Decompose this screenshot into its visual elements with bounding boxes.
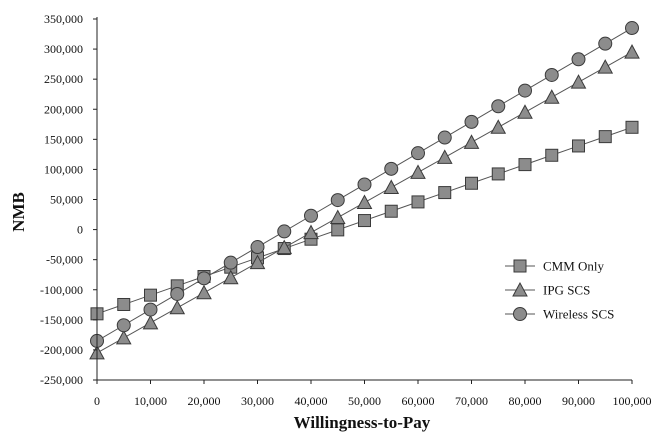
data-point [331,223,345,237]
legend-label: Wireless SCS [543,307,614,322]
data-point [571,52,586,67]
data-point [490,119,507,134]
y-axis-title: NMB [9,192,28,232]
y-tick-label: 350,000 [44,12,83,26]
x-tick-label: 90,000 [562,394,595,408]
x-tick-label: 100,000 [613,394,652,408]
data-point [625,21,639,36]
y-tick-label: 100,000 [44,162,83,176]
y-tick-label: 50,000 [50,193,83,207]
data-point [625,120,639,134]
legend-label: CMM Only [543,259,605,274]
y-tick-label: 250,000 [44,72,83,86]
data-point [518,158,532,172]
data-point [222,269,239,285]
data-point [570,74,587,89]
y-tick-label: -200,000 [40,343,83,357]
data-point [303,224,319,240]
data-point [465,176,478,190]
data-point [143,302,158,317]
x-tick-label: 80,000 [509,394,542,408]
series-layer [89,21,640,360]
data-point [518,83,532,98]
data-point [249,254,266,270]
y-tick-label: -250,000 [40,373,83,387]
data-point [196,284,212,300]
data-point [411,195,425,209]
data-point [491,167,505,181]
x-tick-label: 40,000 [295,394,328,408]
data-point [329,209,346,225]
data-point [491,99,506,114]
data-point [598,130,612,144]
x-tick-label: 30,000 [241,394,274,408]
y-tick-label: -150,000 [40,313,83,327]
data-point [572,139,585,153]
data-point [276,239,293,255]
data-point [436,149,453,164]
x-axis-title: Willingness-to-Pay [294,413,431,432]
data-point [437,130,452,145]
data-point [250,240,265,255]
data-point [116,318,131,333]
data-point [598,36,613,51]
x-tick-label: 60,000 [402,394,435,408]
y-tick-label: -100,000 [40,283,83,297]
legend-label: IPG SCS [543,283,590,298]
data-point [544,67,559,82]
data-point [144,288,157,302]
data-point [545,148,559,162]
legend-marker [513,307,527,321]
data-point [277,224,292,239]
y-tick-label: 200,000 [44,102,83,116]
legend-marker [512,281,528,297]
data-point [169,299,186,315]
series-triangle [89,44,640,360]
x-tick-label: 10,000 [134,394,167,408]
data-point [304,208,318,223]
data-point [197,271,211,286]
data-point [543,89,560,104]
series-circle [90,21,639,348]
y-tick-label: 0 [77,223,83,237]
legend: CMM Only IPG SCS Wireless SCS [505,259,614,322]
data-point [438,186,452,200]
data-point [142,314,159,330]
data-point [358,214,371,228]
data-point [356,194,373,210]
data-point [357,177,372,192]
data-point [517,104,533,119]
data-point [410,164,426,179]
data-point [463,134,480,149]
data-point [117,297,131,311]
data-point [115,329,132,345]
y-tick-label: -50,000 [46,253,83,267]
legend-item: Wireless SCS [505,307,614,322]
x-tick-label: 50,000 [348,394,381,408]
legend-item: CMM Only [505,259,605,274]
data-point [411,146,425,161]
data-point [383,179,400,194]
y-tick-label: 300,000 [44,42,83,56]
data-point [223,255,238,270]
axes-layer: 350,000 300,000 250,000 200,000 150,000 100,0… [40,12,652,408]
data-point [384,204,398,218]
data-point [170,286,185,301]
x-tick-label: 20,000 [188,394,221,408]
data-point [597,59,614,74]
y-tick-label: 150,000 [44,132,83,146]
data-point [330,193,345,208]
data-point [624,44,640,59]
data-point [464,114,479,129]
legend-marker [513,259,527,273]
legend-item: IPG SCS [505,281,590,298]
x-tick-label: 70,000 [455,394,488,408]
x-tick-label: 0 [94,394,100,408]
data-point [384,161,399,176]
